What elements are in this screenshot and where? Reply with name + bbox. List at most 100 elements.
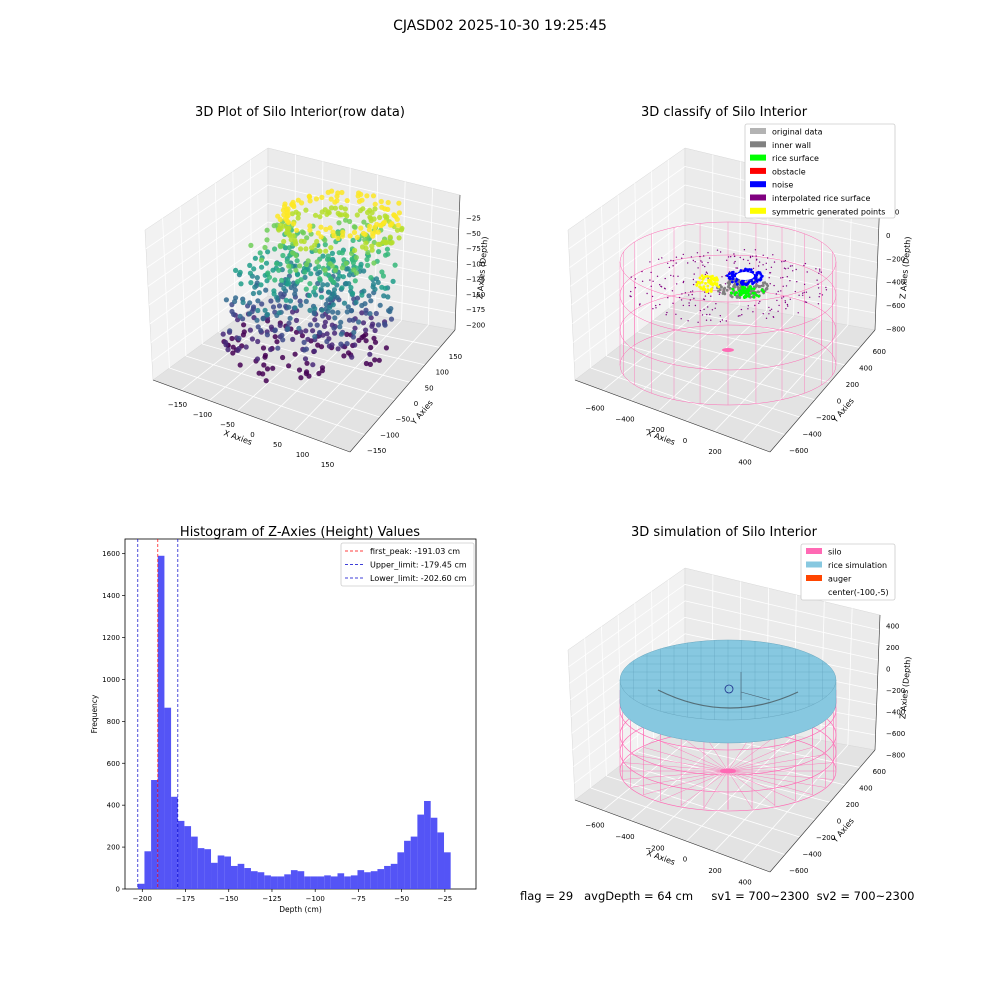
scatter-point xyxy=(258,257,265,263)
scatter-point xyxy=(377,214,383,221)
scatter-point xyxy=(348,284,354,291)
scatter-point xyxy=(378,222,384,229)
scatter-point xyxy=(262,352,268,358)
interpolated-point xyxy=(672,265,674,267)
scatter-point xyxy=(329,342,335,348)
scatter-point xyxy=(246,311,253,317)
inner-wall-point xyxy=(730,295,734,299)
scatter-point xyxy=(296,325,302,331)
histogram-bar xyxy=(184,826,192,889)
interpolated-point xyxy=(821,294,824,296)
histogram-bar xyxy=(397,852,405,889)
scatter-point xyxy=(360,230,366,236)
scatter-point xyxy=(379,269,385,275)
scatter-point xyxy=(222,339,229,345)
interpolated-point xyxy=(784,300,786,302)
panel-title: 3D simulation of Silo Interior xyxy=(631,525,818,540)
inner-wall-point xyxy=(756,290,760,294)
scatter-point xyxy=(365,249,371,256)
inner-wall-point xyxy=(765,286,769,290)
tick-label: 0 xyxy=(837,398,841,406)
scatter-point xyxy=(345,304,351,310)
scatter-point xyxy=(370,193,377,199)
tick-label: 400 xyxy=(859,365,872,373)
scatter-point xyxy=(292,351,298,357)
gridline xyxy=(584,638,592,789)
x-tick-label: −125 xyxy=(262,895,281,903)
interpolated-point xyxy=(817,303,820,305)
scatter-point xyxy=(376,249,382,255)
scatter-point xyxy=(341,300,348,306)
noise-point xyxy=(732,273,736,277)
scatter-point xyxy=(398,227,405,233)
scatter-point xyxy=(312,247,319,254)
interpolated-point xyxy=(739,256,741,259)
scatter-point xyxy=(381,293,387,299)
scatter-point xyxy=(372,357,378,363)
interpolated-point xyxy=(699,309,702,312)
scatter-point xyxy=(380,273,386,279)
interpolated-point xyxy=(701,314,704,316)
tick-label: −100 xyxy=(193,411,212,419)
scatter-point xyxy=(323,248,329,254)
interpolated-point xyxy=(634,278,637,280)
scatter-point xyxy=(297,263,303,269)
interpolated-point xyxy=(682,281,684,284)
gridline xyxy=(293,320,402,432)
panel-raw-data: 3D Plot of Silo Interior(row data) −150 −1… xyxy=(144,105,490,469)
interpolated-point xyxy=(770,266,773,268)
gridline xyxy=(606,355,801,418)
legend-swatch xyxy=(806,575,822,581)
interpolated-point xyxy=(696,252,699,254)
interpolated-point xyxy=(819,293,821,295)
scatter-point xyxy=(349,354,355,360)
scatter-point xyxy=(272,334,278,340)
scatter-point xyxy=(298,375,304,381)
scatter-point xyxy=(369,247,375,253)
scatter-point xyxy=(364,193,370,199)
interpolated-point xyxy=(817,287,820,289)
scatter-point xyxy=(264,227,270,233)
rice-surface-point xyxy=(742,290,746,294)
legend-swatch xyxy=(806,561,822,568)
scatter-point xyxy=(295,211,302,217)
rice-surface-point xyxy=(747,289,751,292)
symmetric-point xyxy=(713,278,716,282)
scatter-point xyxy=(281,212,287,218)
scatter-point xyxy=(256,370,262,376)
scatter-point xyxy=(247,270,253,276)
gridline xyxy=(686,735,794,842)
scatter-point xyxy=(331,279,337,285)
scatter-point xyxy=(236,335,242,341)
inner-wall-point xyxy=(732,285,735,288)
interpolated-point xyxy=(783,260,785,263)
gridline xyxy=(267,166,460,213)
interpolated-point xyxy=(665,314,667,316)
scatter-point xyxy=(252,255,258,261)
scatter-point xyxy=(380,239,387,245)
silo-wire xyxy=(727,770,834,780)
histogram-bar xyxy=(384,865,391,889)
scatter-point xyxy=(285,326,291,332)
interpolated-point xyxy=(664,277,666,280)
scatter-point xyxy=(376,357,382,363)
scatter-point xyxy=(304,261,310,268)
gridline xyxy=(684,221,878,263)
interpolated-point xyxy=(727,256,730,258)
scatter-point xyxy=(308,271,314,277)
scatter-point xyxy=(318,344,325,350)
scatter-point xyxy=(317,248,323,254)
interpolated-point xyxy=(703,255,705,257)
interpolated-point xyxy=(743,249,746,251)
tick-label: −200 xyxy=(645,426,664,434)
scatter-point xyxy=(352,247,358,253)
scatter-point xyxy=(343,266,350,272)
histogram-bar xyxy=(410,836,418,889)
scatter-point xyxy=(314,238,320,245)
tick-label: −50 xyxy=(466,230,481,238)
scatter-point xyxy=(312,317,318,323)
scatter-point xyxy=(326,315,332,321)
z-axis-label: Z Axies (Depth) xyxy=(898,236,912,299)
scatter-point xyxy=(263,378,269,384)
scatter-point xyxy=(328,245,334,251)
